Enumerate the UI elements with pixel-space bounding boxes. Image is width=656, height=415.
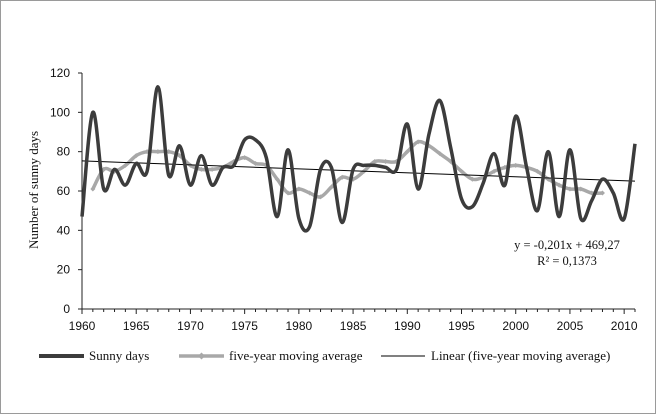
y-tick-label: 20 xyxy=(57,263,71,277)
moving-average-point xyxy=(491,168,497,174)
moving-average-point xyxy=(599,190,605,196)
y-tick-label: 100 xyxy=(50,105,70,119)
moving-average-point xyxy=(307,190,313,196)
y-tick-label: 40 xyxy=(57,223,71,237)
series-layer xyxy=(80,85,637,233)
y-axis-label: Number of sunny days xyxy=(26,131,41,249)
x-tick-label: 2010 xyxy=(611,319,638,333)
y-tick-labels: 0 20 40 60 80 100 120 xyxy=(50,66,82,316)
moving-average-point xyxy=(339,174,345,180)
moving-average-point xyxy=(166,149,172,155)
moving-average-point xyxy=(513,162,519,168)
x-tick-label: 1975 xyxy=(231,319,258,333)
y-tick-label: 0 xyxy=(63,302,70,316)
x-tick-label: 1995 xyxy=(448,319,475,333)
x-tick-label: 2000 xyxy=(502,319,529,333)
moving-average-point xyxy=(556,182,562,188)
series-line-sunny-days xyxy=(80,85,637,233)
moving-average-point xyxy=(252,160,258,166)
moving-average-point xyxy=(133,153,139,159)
moving-average-point xyxy=(469,176,475,182)
moving-average-point xyxy=(502,164,508,170)
moving-average-point xyxy=(415,139,421,145)
moving-average-point xyxy=(318,194,324,200)
moving-average-point xyxy=(285,190,291,196)
trendline-equation: y = -0,201x + 469,27 xyxy=(514,238,620,252)
moving-average-point xyxy=(177,153,183,159)
axes xyxy=(81,73,635,310)
x-tick-label: 1980 xyxy=(286,319,313,333)
moving-average-point xyxy=(187,162,193,168)
moving-average-point xyxy=(578,186,584,192)
moving-average-point xyxy=(155,149,161,155)
moving-average-point xyxy=(459,168,465,174)
moving-average-point xyxy=(296,186,302,192)
x-tick-label: 1990 xyxy=(394,319,421,333)
x-tick-label: 2005 xyxy=(557,319,584,333)
moving-average-point xyxy=(534,168,540,174)
x-tick-label: 1965 xyxy=(123,319,150,333)
x-tick-label: 1985 xyxy=(340,319,367,333)
moving-average-point xyxy=(437,151,443,157)
moving-average-point xyxy=(198,166,204,172)
legend: Sunny days five-year moving average Line… xyxy=(39,348,610,363)
trendline-r-squared: R² = 0,1373 xyxy=(537,254,597,268)
moving-average-point xyxy=(122,162,128,168)
moving-average-point xyxy=(567,186,573,192)
legend-label-sunny-days: Sunny days xyxy=(89,348,149,363)
x-tick-label: 1970 xyxy=(177,319,204,333)
legend-label-moving-average: five-year moving average xyxy=(229,348,363,363)
moving-average-point xyxy=(90,186,96,192)
y-tick-label: 60 xyxy=(57,184,71,198)
x-tick-labels: 1960 1965 1970 1975 1980 1985 1990 1995 2000 2005… xyxy=(69,309,638,333)
moving-average-point xyxy=(242,155,248,161)
legend-marker-moving-average xyxy=(198,352,205,360)
moving-average-point xyxy=(383,159,389,164)
legend-label-linear: Linear (five-year moving average) xyxy=(431,348,610,363)
moving-average-point xyxy=(274,176,280,182)
x-tick-label: 1960 xyxy=(69,319,96,333)
moving-average-point xyxy=(328,184,334,190)
moving-average-point xyxy=(372,159,378,164)
y-tick-label: 120 xyxy=(50,66,70,80)
moving-average-point xyxy=(404,149,410,155)
y-tick-label: 80 xyxy=(57,145,71,159)
moving-average-point xyxy=(209,166,215,172)
